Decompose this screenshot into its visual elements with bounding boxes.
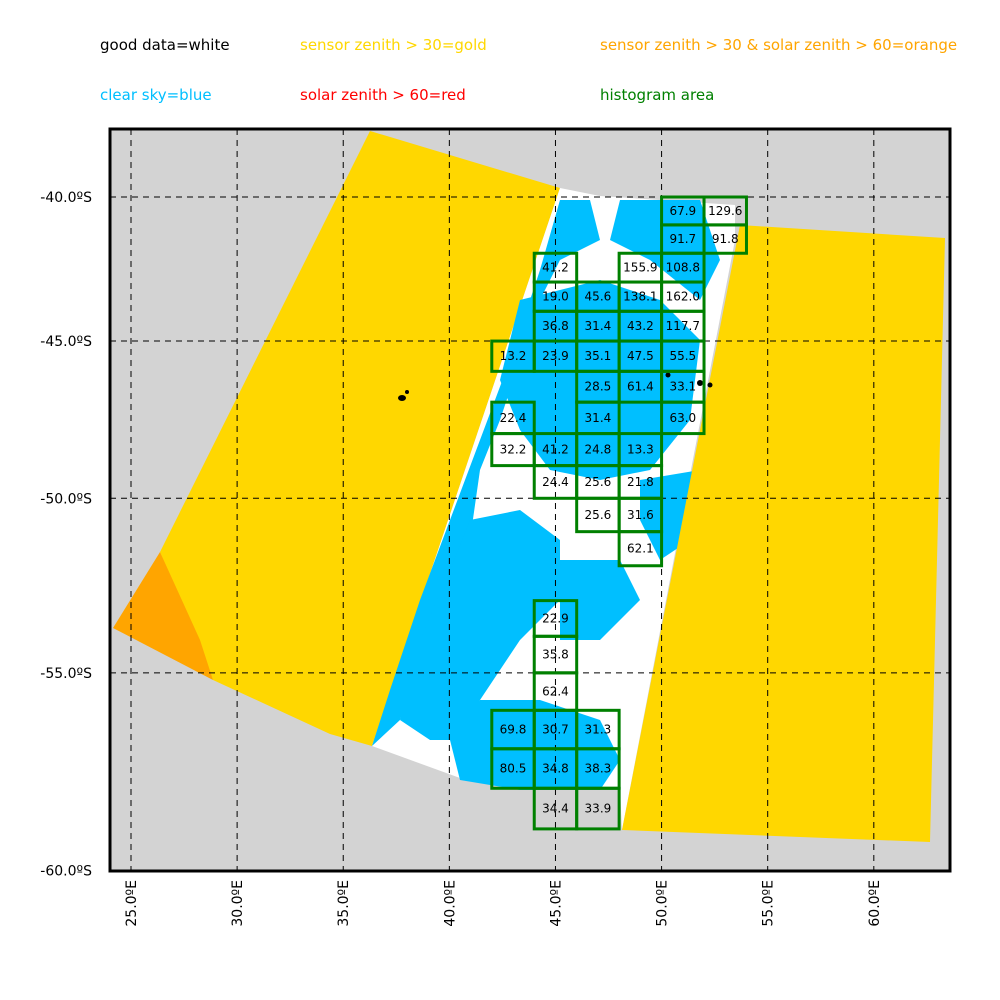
histogram-cell-value: 91.7 [669, 232, 696, 246]
histogram-cell-value: 61.4 [627, 380, 654, 394]
histogram-cell-value: 22.9 [542, 611, 569, 625]
histogram-cell-value: 36.8 [542, 319, 569, 333]
histogram-cells: 67.9 129.6 91.7 91.8 41.2 155.9 108.8 19.0 45.6 1… [490, 195, 748, 831]
histogram-cell-value: 55.5 [669, 349, 696, 363]
lat-tick-label: -50.0ºS [40, 491, 92, 507]
legend-sensor-zenith-gold: sensor zenith > 30=gold [300, 36, 487, 54]
map-frame [108, 127, 952, 873]
histogram-cell-value: 67.9 [669, 204, 696, 218]
land-markers [398, 372, 713, 401]
histogram-cell-value: 91.8 [712, 232, 739, 246]
legend-clear-sky-blue: clear sky=blue [100, 86, 212, 104]
legend-solar-zenith-red: solar zenith > 60=red [300, 86, 466, 104]
histogram-cell-value: 13.3 [627, 443, 654, 457]
histogram-cell-value: 28.5 [585, 380, 612, 394]
lon-tick-label: 35.0ºE [336, 880, 352, 927]
histogram-cell-value: 62.1 [627, 542, 654, 556]
histogram-cell-value: 35.1 [585, 349, 612, 363]
histogram-cell-value: 155.9 [623, 261, 657, 275]
lon-tick-label: 45.0ºE [548, 880, 564, 927]
histogram-cell-value: 33.1 [669, 380, 696, 394]
histogram-cell-value: 69.8 [500, 723, 527, 737]
histogram-cell-value: 41.2 [542, 261, 569, 275]
histogram-cell-value: 13.2 [500, 349, 527, 363]
swath-left-gold [160, 131, 560, 746]
lon-tick-label: 30.0ºE [230, 880, 246, 927]
histogram-cell-value: 138.1 [623, 290, 657, 304]
histogram-cell-value: 80.5 [500, 762, 527, 776]
histogram-cell-value: 24.8 [585, 443, 612, 457]
histogram-cell-value: 63.0 [669, 411, 696, 425]
histogram-cell-value: 47.5 [627, 349, 654, 363]
lon-tick-label: 40.0ºE [442, 880, 458, 927]
histogram-cell-value: 25.6 [585, 508, 612, 522]
legend-histogram-area: histogram area [600, 86, 715, 104]
histogram-cell-value: 30.7 [542, 723, 569, 737]
histogram-cell-value: 43.2 [627, 319, 654, 333]
histogram-cell-value: 117.7 [666, 319, 700, 333]
histogram-cell-value: 129.6 [708, 204, 742, 218]
histogram-cell-value: 25.6 [585, 475, 612, 489]
histogram-cell-value: 31.6 [627, 508, 654, 522]
lon-tick-label: 55.0ºE [761, 880, 777, 927]
histogram-cell-value: 32.2 [500, 443, 527, 457]
histogram-cell-value: 31.4 [585, 319, 612, 333]
lon-tick-label: 25.0ºE [124, 880, 140, 927]
histogram-cell-value: 162.0 [666, 290, 700, 304]
histogram-cell-value: 38.3 [585, 762, 612, 776]
histogram-cell-value: 41.2 [542, 443, 569, 457]
histogram-cell-value: 45.6 [585, 290, 612, 304]
lat-tick-label: -40.0ºS [40, 190, 92, 206]
histogram-cell-value: 34.4 [542, 802, 569, 816]
histogram-cell-value: 24.4 [542, 475, 569, 489]
histogram-cell [702, 223, 748, 255]
axis-ticks: 25.0ºE 30.0ºE 35.0ºE 40.0ºE 45.0ºE 50.0ºE 55.0… [40, 190, 883, 927]
lat-tick-label: -45.0ºS [40, 334, 92, 350]
legend-good-data: good data=white [100, 36, 230, 54]
histogram-cell [617, 530, 664, 568]
histogram-cell-value: 21.8 [627, 475, 654, 489]
histogram-cell-value: 23.9 [542, 349, 569, 363]
histogram-cell-value: 108.8 [666, 261, 700, 275]
lon-tick-label: 60.0ºE [867, 880, 883, 927]
histogram-cell-value: 34.8 [542, 762, 569, 776]
histogram-cell-value: 62.4 [542, 685, 569, 699]
histogram-cell-value: 19.0 [542, 290, 569, 304]
histogram-cell-value: 35.8 [542, 648, 569, 662]
lat-tick-label: -60.0ºS [40, 864, 92, 880]
lat-tick-label: -55.0ºS [40, 666, 92, 682]
histogram-cell-value: 22.4 [500, 411, 527, 425]
histogram-cell [575, 786, 621, 831]
swath-orange-corner [113, 552, 213, 680]
histogram-cell-value: 33.9 [585, 802, 612, 816]
histogram-cell-value: 31.3 [585, 723, 612, 737]
histogram-cell [660, 400, 706, 436]
histogram-cell-value: 31.4 [585, 411, 612, 425]
lon-tick-label: 50.0ºE [655, 880, 671, 927]
swath-right-gold [622, 225, 945, 842]
legend-sensor-solar-orange: sensor zenith > 30 & solar zenith > 60=o… [600, 36, 958, 54]
